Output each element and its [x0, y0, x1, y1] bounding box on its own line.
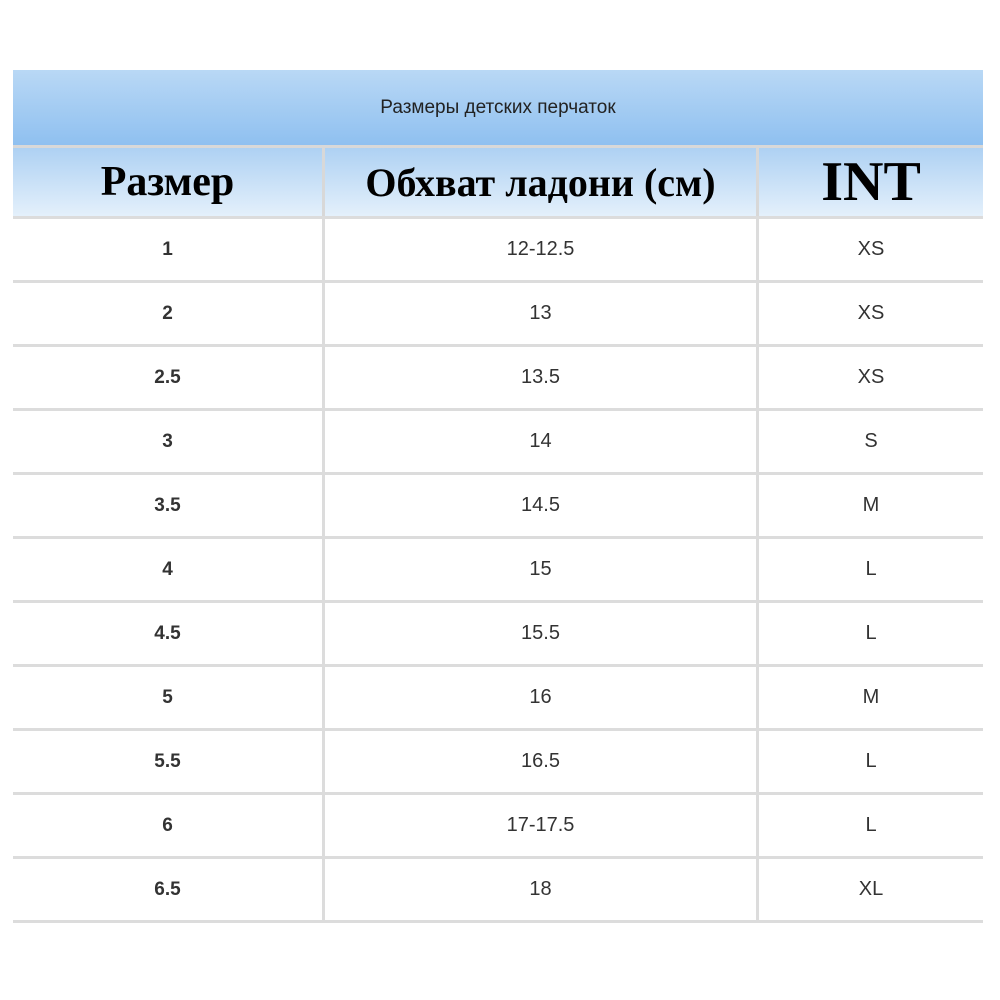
header-size: Размер [13, 148, 325, 216]
cell-int: M [862, 494, 880, 516]
cell-palm-girth: 15 [325, 539, 759, 600]
header-int: INT [759, 148, 983, 216]
cell-int: L [865, 622, 877, 644]
table-row: 2 13 XS [13, 283, 983, 347]
cell-palm-girth: 14 [325, 411, 759, 472]
table-row: 5.5 16.5 L [13, 731, 983, 795]
cell-palm-girth: 16 [325, 667, 759, 728]
cell-palm-girth: 15.5 [325, 603, 759, 664]
cell-palm-girth: 12-12.5 [325, 219, 759, 280]
cell-size: 3.5 [13, 475, 325, 536]
table-row: 1 12-12.5 XS [13, 219, 983, 283]
cell-size: 2.5 [13, 347, 325, 408]
cell-int: XS [857, 302, 885, 324]
table-row: 4 15 L [13, 539, 983, 603]
cell-palm-girth: 13.5 [325, 347, 759, 408]
cell-int: XS [857, 366, 885, 388]
cell-size: 1 [13, 219, 325, 280]
table-row: 4.5 15.5 L [13, 603, 983, 667]
cell-palm-girth: 16.5 [325, 731, 759, 792]
table-row: 5 16 M [13, 667, 983, 731]
cell-size: 6.5 [13, 859, 325, 920]
cell-palm-girth: 14.5 [325, 475, 759, 536]
cell-size: 4 [13, 539, 325, 600]
table-row: 2.5 13.5 XS [13, 347, 983, 411]
cell-size: 6 [13, 795, 325, 856]
table-row: 3 14 S [13, 411, 983, 475]
cell-size: 3 [13, 411, 325, 472]
cell-size: 2 [13, 283, 325, 344]
cell-int: M [862, 686, 880, 708]
cell-size: 4.5 [13, 603, 325, 664]
table-title: Размеры детских перчаток [13, 70, 983, 148]
cell-palm-girth: 17-17.5 [325, 795, 759, 856]
cell-size: 5 [13, 667, 325, 728]
header-row: Размер Обхват ладони (см) INT [13, 148, 983, 219]
cell-int: L [865, 750, 877, 772]
header-palm-girth: Обхват ладони (см) [325, 148, 759, 216]
table-row: 6.5 18 XL [13, 859, 983, 923]
cell-int: S [864, 430, 878, 452]
cell-int: L [865, 814, 877, 836]
table-row: 3.5 14.5 M [13, 475, 983, 539]
table-row: 6 17-17.5 L [13, 795, 983, 859]
cell-int: L [865, 558, 877, 580]
cell-int: XL [858, 878, 884, 900]
size-table: Размеры детских перчаток Размер Обхват л… [13, 70, 983, 923]
cell-palm-girth: 13 [325, 283, 759, 344]
cell-palm-girth: 18 [325, 859, 759, 920]
cell-size: 5.5 [13, 731, 325, 792]
table-body: 1 12-12.5 XS 2 13 XS 2.5 13.5 XS 3 14 S 3.5 14.5 M 4 15 L… [13, 219, 983, 923]
cell-int: XS [857, 238, 885, 260]
